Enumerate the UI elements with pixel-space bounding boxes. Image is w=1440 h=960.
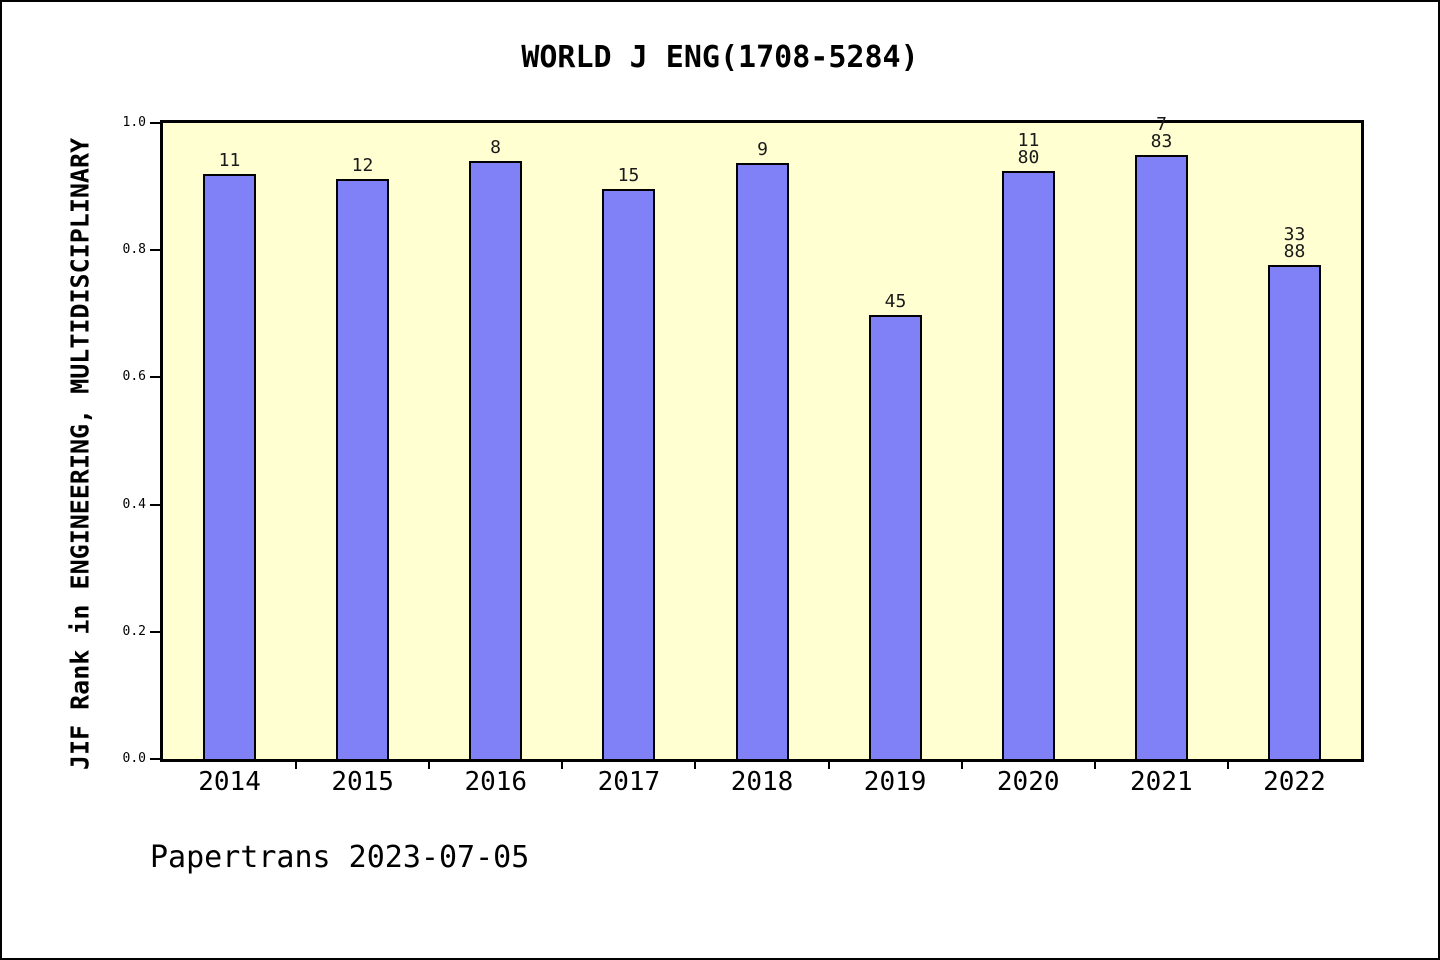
bar-2019 bbox=[869, 315, 922, 759]
y-tick-mark-0.8 bbox=[150, 249, 160, 251]
bar-value-label-2020: 11 80 bbox=[1017, 129, 1040, 168]
x-tick-label-2022: 2022 bbox=[1263, 767, 1326, 797]
x-minor-tick bbox=[428, 762, 431, 769]
bar-2017 bbox=[602, 189, 655, 759]
y-tick-label-1.0: 1.0 bbox=[122, 115, 146, 130]
y-tick-label-0.6: 0.6 bbox=[122, 369, 146, 384]
bar-value-label-2021: 7 83 bbox=[1150, 113, 1173, 152]
x-tick-label-2015: 2015 bbox=[331, 767, 394, 797]
x-tick-label-2017: 2017 bbox=[597, 767, 661, 797]
x-tick-label-2016: 2016 bbox=[464, 767, 528, 797]
y-tick-label-0.2: 0.2 bbox=[122, 624, 146, 639]
bar-value-label-2016: 8 bbox=[490, 136, 501, 158]
x-minor-tick bbox=[1093, 762, 1096, 769]
y-tick-mark-0.4 bbox=[150, 504, 160, 506]
x-minor-tick bbox=[561, 762, 564, 769]
bar-2015 bbox=[336, 179, 389, 759]
bar-2016 bbox=[469, 161, 522, 759]
x-tick-label-2019: 2019 bbox=[863, 767, 927, 797]
bar-2014 bbox=[203, 174, 256, 759]
y-tick-label-0.0: 0.0 bbox=[122, 751, 146, 766]
bar-value-label-2014: 11 bbox=[218, 149, 241, 171]
bar-2021 bbox=[1135, 155, 1188, 759]
y-axis-title: JIF Rank in ENGINEERING, MULTIDISCIPLINA… bbox=[65, 137, 95, 771]
plot-area: 11 12 8 15 9 45 11 80 7 83 33 88 bbox=[160, 115, 1364, 762]
chart-title: WORLD J ENG(1708-5284) bbox=[521, 40, 919, 75]
bar-value-label-2019: 45 bbox=[884, 290, 907, 312]
bar-2022 bbox=[1268, 265, 1321, 759]
x-tick-label-2018: 2018 bbox=[730, 767, 794, 797]
x-minor-tick bbox=[827, 762, 830, 769]
y-tick-mark-0.2 bbox=[150, 631, 160, 633]
bar-2020 bbox=[1002, 171, 1055, 759]
bar-value-label-2015: 12 bbox=[351, 154, 374, 176]
y-tick-mark-1.0 bbox=[150, 122, 160, 124]
x-tick-label-2020: 2020 bbox=[996, 767, 1060, 797]
bar-value-label-2022: 33 88 bbox=[1283, 223, 1306, 262]
x-tick-label-2021: 2021 bbox=[1130, 767, 1193, 797]
footer-watermark: Papertrans 2023-07-05 bbox=[150, 840, 530, 875]
y-tick-mark-0.0 bbox=[150, 758, 160, 760]
y-tick-label-0.8: 0.8 bbox=[122, 242, 146, 257]
bar-value-label-2017: 15 bbox=[617, 164, 640, 186]
y-tick-mark-0.6 bbox=[150, 376, 160, 378]
x-minor-tick bbox=[694, 762, 697, 769]
bar-value-label-2018: 9 bbox=[757, 138, 768, 160]
x-minor-tick bbox=[960, 762, 963, 769]
y-tick-label-0.4: 0.4 bbox=[122, 497, 146, 512]
x-tick-label-2014: 2014 bbox=[198, 767, 261, 797]
bar-2018 bbox=[736, 163, 789, 759]
x-minor-tick bbox=[295, 762, 298, 769]
x-minor-tick bbox=[1226, 762, 1229, 769]
